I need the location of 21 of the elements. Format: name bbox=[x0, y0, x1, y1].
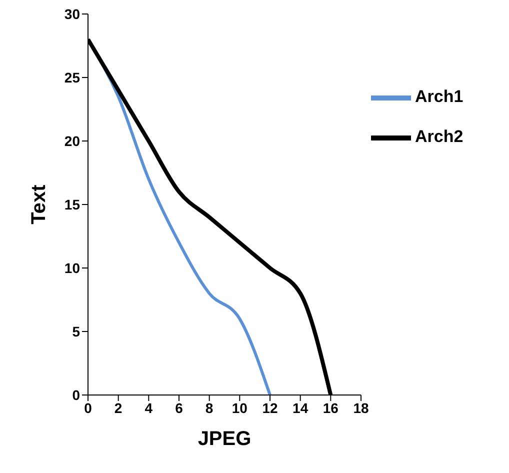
y-tick-label: 10 bbox=[64, 260, 80, 276]
y-tick-label: 0 bbox=[72, 386, 80, 403]
x-tick-label: 18 bbox=[353, 400, 369, 416]
x-tick-label: 10 bbox=[232, 400, 248, 416]
legend-label: Arch2 bbox=[415, 127, 464, 146]
x-axis-title: JPEG bbox=[198, 428, 252, 450]
y-tick-label: 30 bbox=[64, 6, 80, 22]
x-tick-label: 14 bbox=[292, 400, 308, 416]
x-tick-label: 2 bbox=[114, 400, 122, 416]
y-tick-label: 15 bbox=[64, 196, 80, 212]
y-tick-label: 5 bbox=[72, 323, 80, 340]
x-tick-label: 6 bbox=[175, 400, 184, 416]
x-tick-label: 4 bbox=[144, 400, 153, 416]
x-tick-label: 8 bbox=[205, 400, 214, 416]
x-tick-label: 16 bbox=[322, 400, 339, 416]
y-tick-label: 20 bbox=[64, 132, 80, 149]
x-tick-label: 12 bbox=[262, 400, 278, 416]
y-axis-title: Text bbox=[28, 184, 50, 224]
legend-label: Arch1 bbox=[415, 87, 464, 106]
y-tick-label: 25 bbox=[64, 69, 80, 86]
x-tick-label: 0 bbox=[84, 400, 92, 416]
